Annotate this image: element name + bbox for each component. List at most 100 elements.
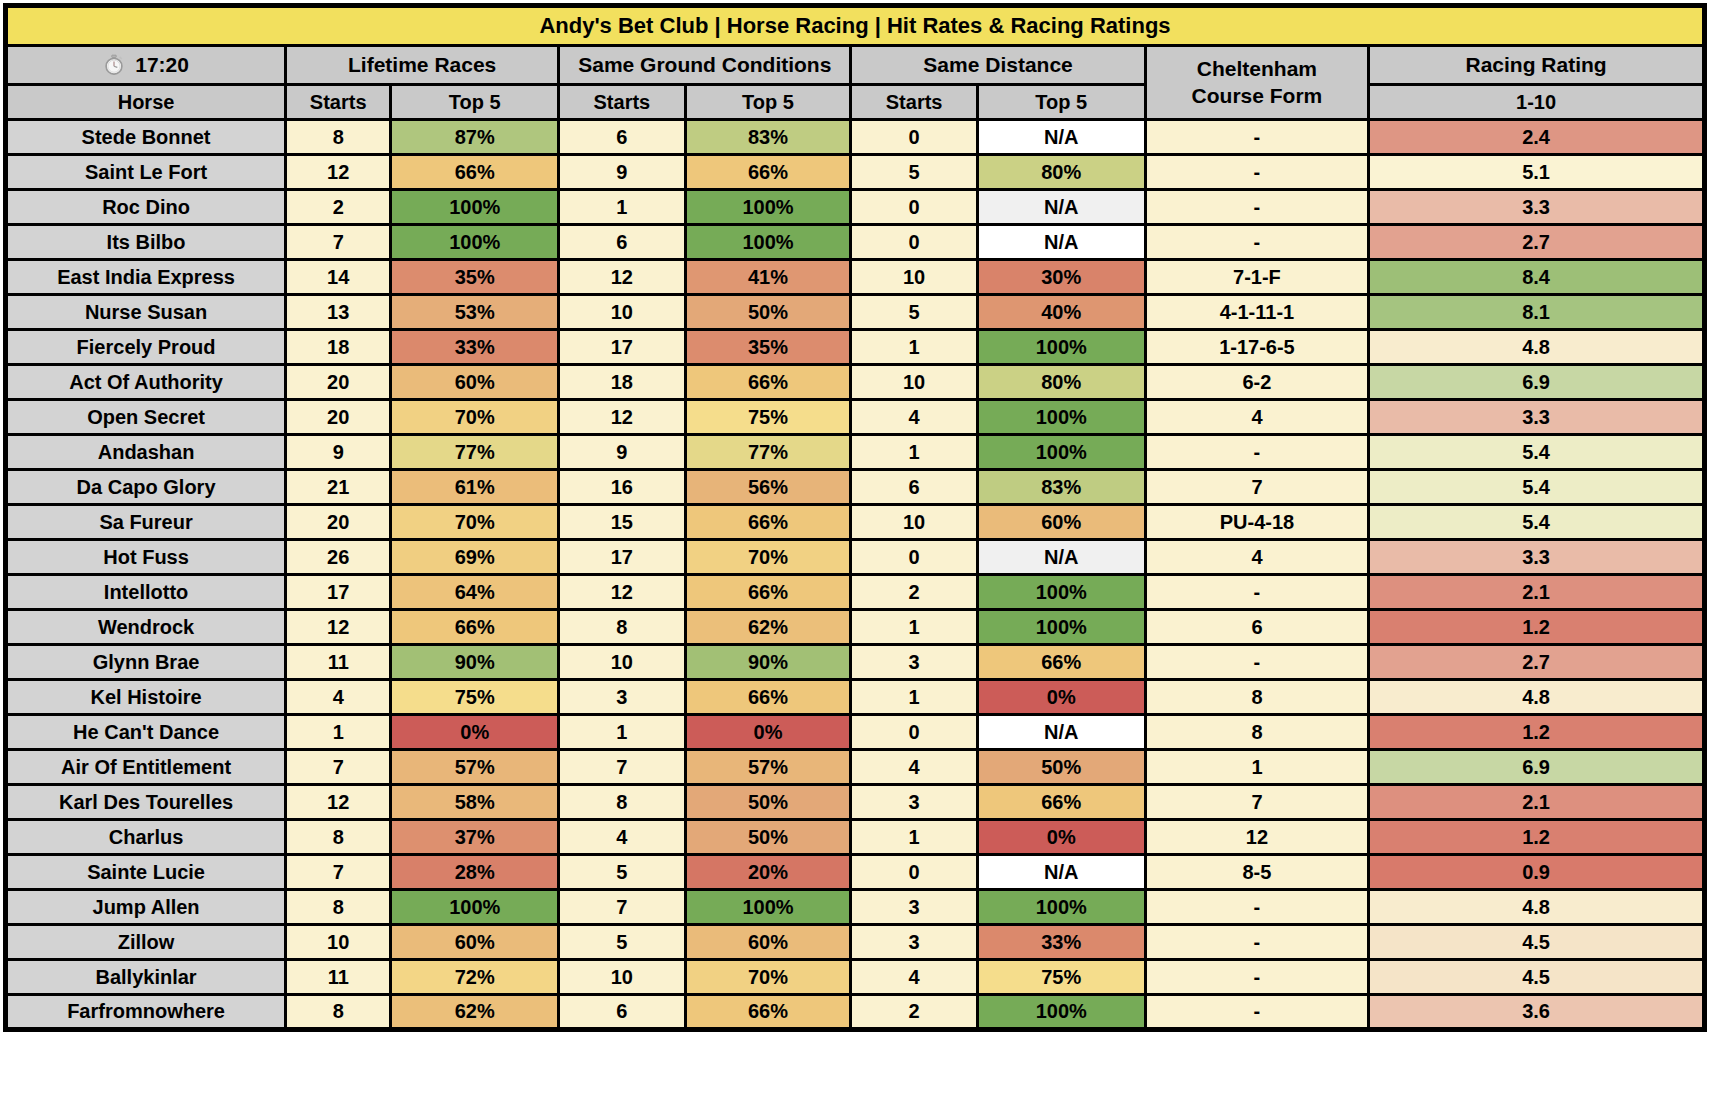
ground-starts-cell: 10 <box>559 645 685 680</box>
horse-name-cell: East India Express <box>6 260 286 295</box>
lifetime-starts-cell: 4 <box>286 680 391 715</box>
col-lifetime-top5: Top 5 <box>391 85 559 120</box>
ground-starts-cell: 5 <box>559 925 685 960</box>
lifetime-starts-cell: 8 <box>286 820 391 855</box>
rating-cell: 5.1 <box>1369 155 1705 190</box>
rating-cell: 1.2 <box>1369 820 1705 855</box>
lifetime-top5-cell: 70% <box>391 400 559 435</box>
rating-cell: 5.4 <box>1369 470 1705 505</box>
lifetime-starts-cell: 11 <box>286 645 391 680</box>
ground-top5-cell: 66% <box>685 995 851 1030</box>
lifetime-starts-cell: 8 <box>286 890 391 925</box>
lifetime-starts-cell: 7 <box>286 855 391 890</box>
ground-starts-cell: 6 <box>559 225 685 260</box>
distance-starts-cell: 0 <box>851 225 977 260</box>
horse-row: Karl Des Tourelles1258%850%366%72.1 <box>6 785 1705 820</box>
lifetime-top5-cell: 70% <box>391 505 559 540</box>
rating-cell: 4.8 <box>1369 680 1705 715</box>
rating-cell: 3.6 <box>1369 995 1705 1030</box>
lifetime-top5-cell: 37% <box>391 820 559 855</box>
course-form-cell: - <box>1145 575 1368 610</box>
distance-top5-cell: 75% <box>977 960 1145 995</box>
rating-cell: 0.9 <box>1369 855 1705 890</box>
lifetime-top5-cell: 28% <box>391 855 559 890</box>
horse-row: Da Capo Glory2161%1656%683%75.4 <box>6 470 1705 505</box>
rating-cell: 4.8 <box>1369 330 1705 365</box>
lifetime-top5-cell: 33% <box>391 330 559 365</box>
lifetime-starts-cell: 1 <box>286 715 391 750</box>
ground-starts-cell: 9 <box>559 435 685 470</box>
horse-row: Kel Histoire475%366%10%84.8 <box>6 680 1705 715</box>
course-form-cell: 8-5 <box>1145 855 1368 890</box>
distance-top5-cell: 60% <box>977 505 1145 540</box>
lifetime-top5-cell: 75% <box>391 680 559 715</box>
ground-starts-cell: 18 <box>559 365 685 400</box>
course-form-cell: - <box>1145 155 1368 190</box>
distance-starts-cell: 4 <box>851 400 977 435</box>
distance-top5-cell: N/A <box>977 855 1145 890</box>
ground-starts-cell: 15 <box>559 505 685 540</box>
course-form-cell: - <box>1145 995 1368 1030</box>
ground-top5-cell: 35% <box>685 330 851 365</box>
distance-starts-cell: 3 <box>851 890 977 925</box>
lifetime-top5-cell: 100% <box>391 890 559 925</box>
horse-row: He Can't Dance10%10%0N/A81.2 <box>6 715 1705 750</box>
ground-top5-cell: 100% <box>685 190 851 225</box>
course-form-cell: - <box>1145 890 1368 925</box>
course-form-line1: Cheltenham <box>1151 56 1363 82</box>
lifetime-starts-cell: 26 <box>286 540 391 575</box>
distance-top5-cell: 30% <box>977 260 1145 295</box>
distance-top5-cell: 83% <box>977 470 1145 505</box>
rating-cell: 8.1 <box>1369 295 1705 330</box>
distance-starts-cell: 10 <box>851 365 977 400</box>
lifetime-starts-cell: 12 <box>286 155 391 190</box>
horse-row: Ballykinlar1172%1070%475%-4.5 <box>6 960 1705 995</box>
lifetime-top5-cell: 90% <box>391 645 559 680</box>
ground-top5-cell: 57% <box>685 750 851 785</box>
distance-starts-cell: 1 <box>851 680 977 715</box>
distance-starts-cell: 0 <box>851 715 977 750</box>
ground-starts-cell: 8 <box>559 610 685 645</box>
ground-starts-cell: 1 <box>559 715 685 750</box>
lifetime-top5-cell: 77% <box>391 435 559 470</box>
distance-top5-cell: 40% <box>977 295 1145 330</box>
horse-name-cell: Nurse Susan <box>6 295 286 330</box>
distance-starts-cell: 4 <box>851 750 977 785</box>
race-time-cell: 17:20 <box>6 46 286 85</box>
ground-top5-cell: 83% <box>685 120 851 155</box>
rating-cell: 5.4 <box>1369 435 1705 470</box>
ground-starts-cell: 1 <box>559 190 685 225</box>
horse-row: Roc Dino2100%1100%0N/A-3.3 <box>6 190 1705 225</box>
course-form-cell: - <box>1145 435 1368 470</box>
distance-starts-cell: 2 <box>851 575 977 610</box>
col-racing-rating: Racing Rating <box>1369 46 1705 85</box>
lifetime-top5-cell: 60% <box>391 365 559 400</box>
lifetime-top5-cell: 0% <box>391 715 559 750</box>
distance-starts-cell: 10 <box>851 505 977 540</box>
lifetime-starts-cell: 8 <box>286 995 391 1030</box>
col-ground-top5: Top 5 <box>685 85 851 120</box>
ground-top5-cell: 60% <box>685 925 851 960</box>
distance-starts-cell: 6 <box>851 470 977 505</box>
lifetime-starts-cell: 20 <box>286 400 391 435</box>
course-form-cell: - <box>1145 645 1368 680</box>
horse-name-cell: Fiercely Proud <box>6 330 286 365</box>
course-form-cell: 4-1-11-1 <box>1145 295 1368 330</box>
ground-starts-cell: 7 <box>559 750 685 785</box>
ground-top5-cell: 20% <box>685 855 851 890</box>
ground-top5-cell: 50% <box>685 820 851 855</box>
ground-top5-cell: 41% <box>685 260 851 295</box>
ground-top5-cell: 90% <box>685 645 851 680</box>
lifetime-starts-cell: 2 <box>286 190 391 225</box>
horse-row: Open Secret2070%1275%4100%43.3 <box>6 400 1705 435</box>
course-form-cell: - <box>1145 120 1368 155</box>
lifetime-top5-cell: 72% <box>391 960 559 995</box>
ground-top5-cell: 66% <box>685 680 851 715</box>
distance-starts-cell: 5 <box>851 155 977 190</box>
distance-starts-cell: 5 <box>851 295 977 330</box>
ground-starts-cell: 7 <box>559 890 685 925</box>
col-cheltenham-course-form: Cheltenham Course Form <box>1145 46 1368 120</box>
course-form-cell: - <box>1145 190 1368 225</box>
lifetime-starts-cell: 21 <box>286 470 391 505</box>
horse-name-cell: Da Capo Glory <box>6 470 286 505</box>
